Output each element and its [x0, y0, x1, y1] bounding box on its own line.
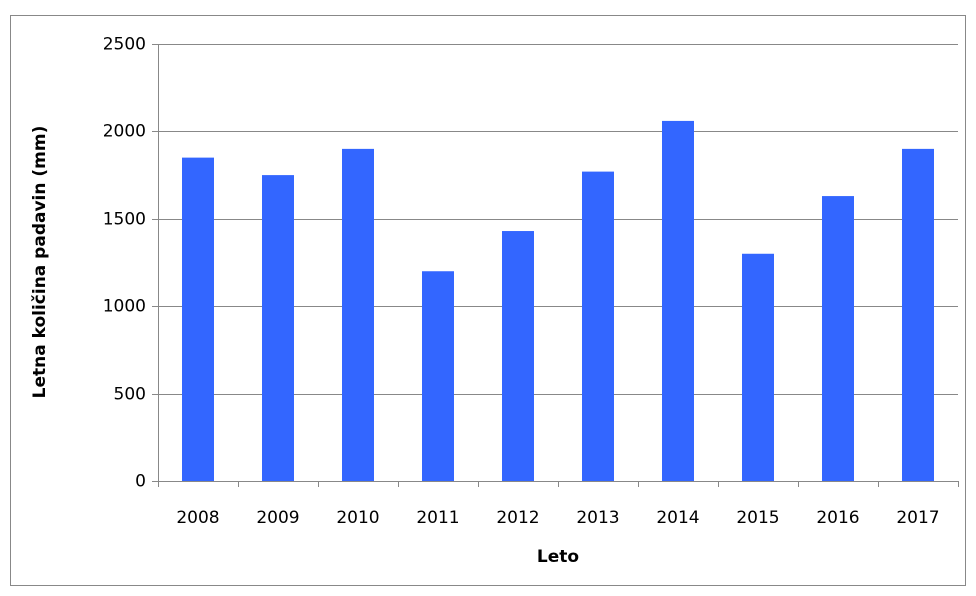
bar — [582, 171, 614, 481]
x-tick-label: 2011 — [416, 508, 459, 528]
x-tick-label: 2009 — [256, 508, 299, 528]
y-tick-label: 1000 — [103, 297, 146, 317]
bar — [182, 157, 214, 481]
bar — [502, 231, 534, 481]
bar — [342, 148, 374, 481]
bar — [422, 271, 454, 481]
y-tick-label: 500 — [114, 385, 146, 405]
y-tick-label: 0 — [135, 472, 146, 492]
bar — [902, 148, 934, 481]
y-tick-label: 2000 — [103, 122, 146, 142]
x-axis-label: Leto — [537, 547, 579, 567]
bar — [662, 120, 694, 482]
y-axis-label: Letna količina padavin (mm) — [30, 126, 50, 399]
chart-frame — [10, 15, 966, 586]
bar — [822, 196, 854, 482]
y-tick-label: 1500 — [103, 210, 146, 230]
x-tick-label: 2017 — [896, 508, 939, 528]
bar — [742, 253, 774, 481]
x-tick-label: 2013 — [576, 508, 619, 528]
y-tick-label: 2500 — [103, 35, 146, 55]
bar — [262, 175, 294, 481]
x-tick-label: 2008 — [176, 508, 219, 528]
x-tick-label: 2015 — [736, 508, 779, 528]
x-tick-label: 2010 — [336, 508, 379, 528]
x-tick-label: 2012 — [496, 508, 539, 528]
x-tick-label: 2014 — [656, 508, 699, 528]
x-tick-label: 2016 — [816, 508, 859, 528]
